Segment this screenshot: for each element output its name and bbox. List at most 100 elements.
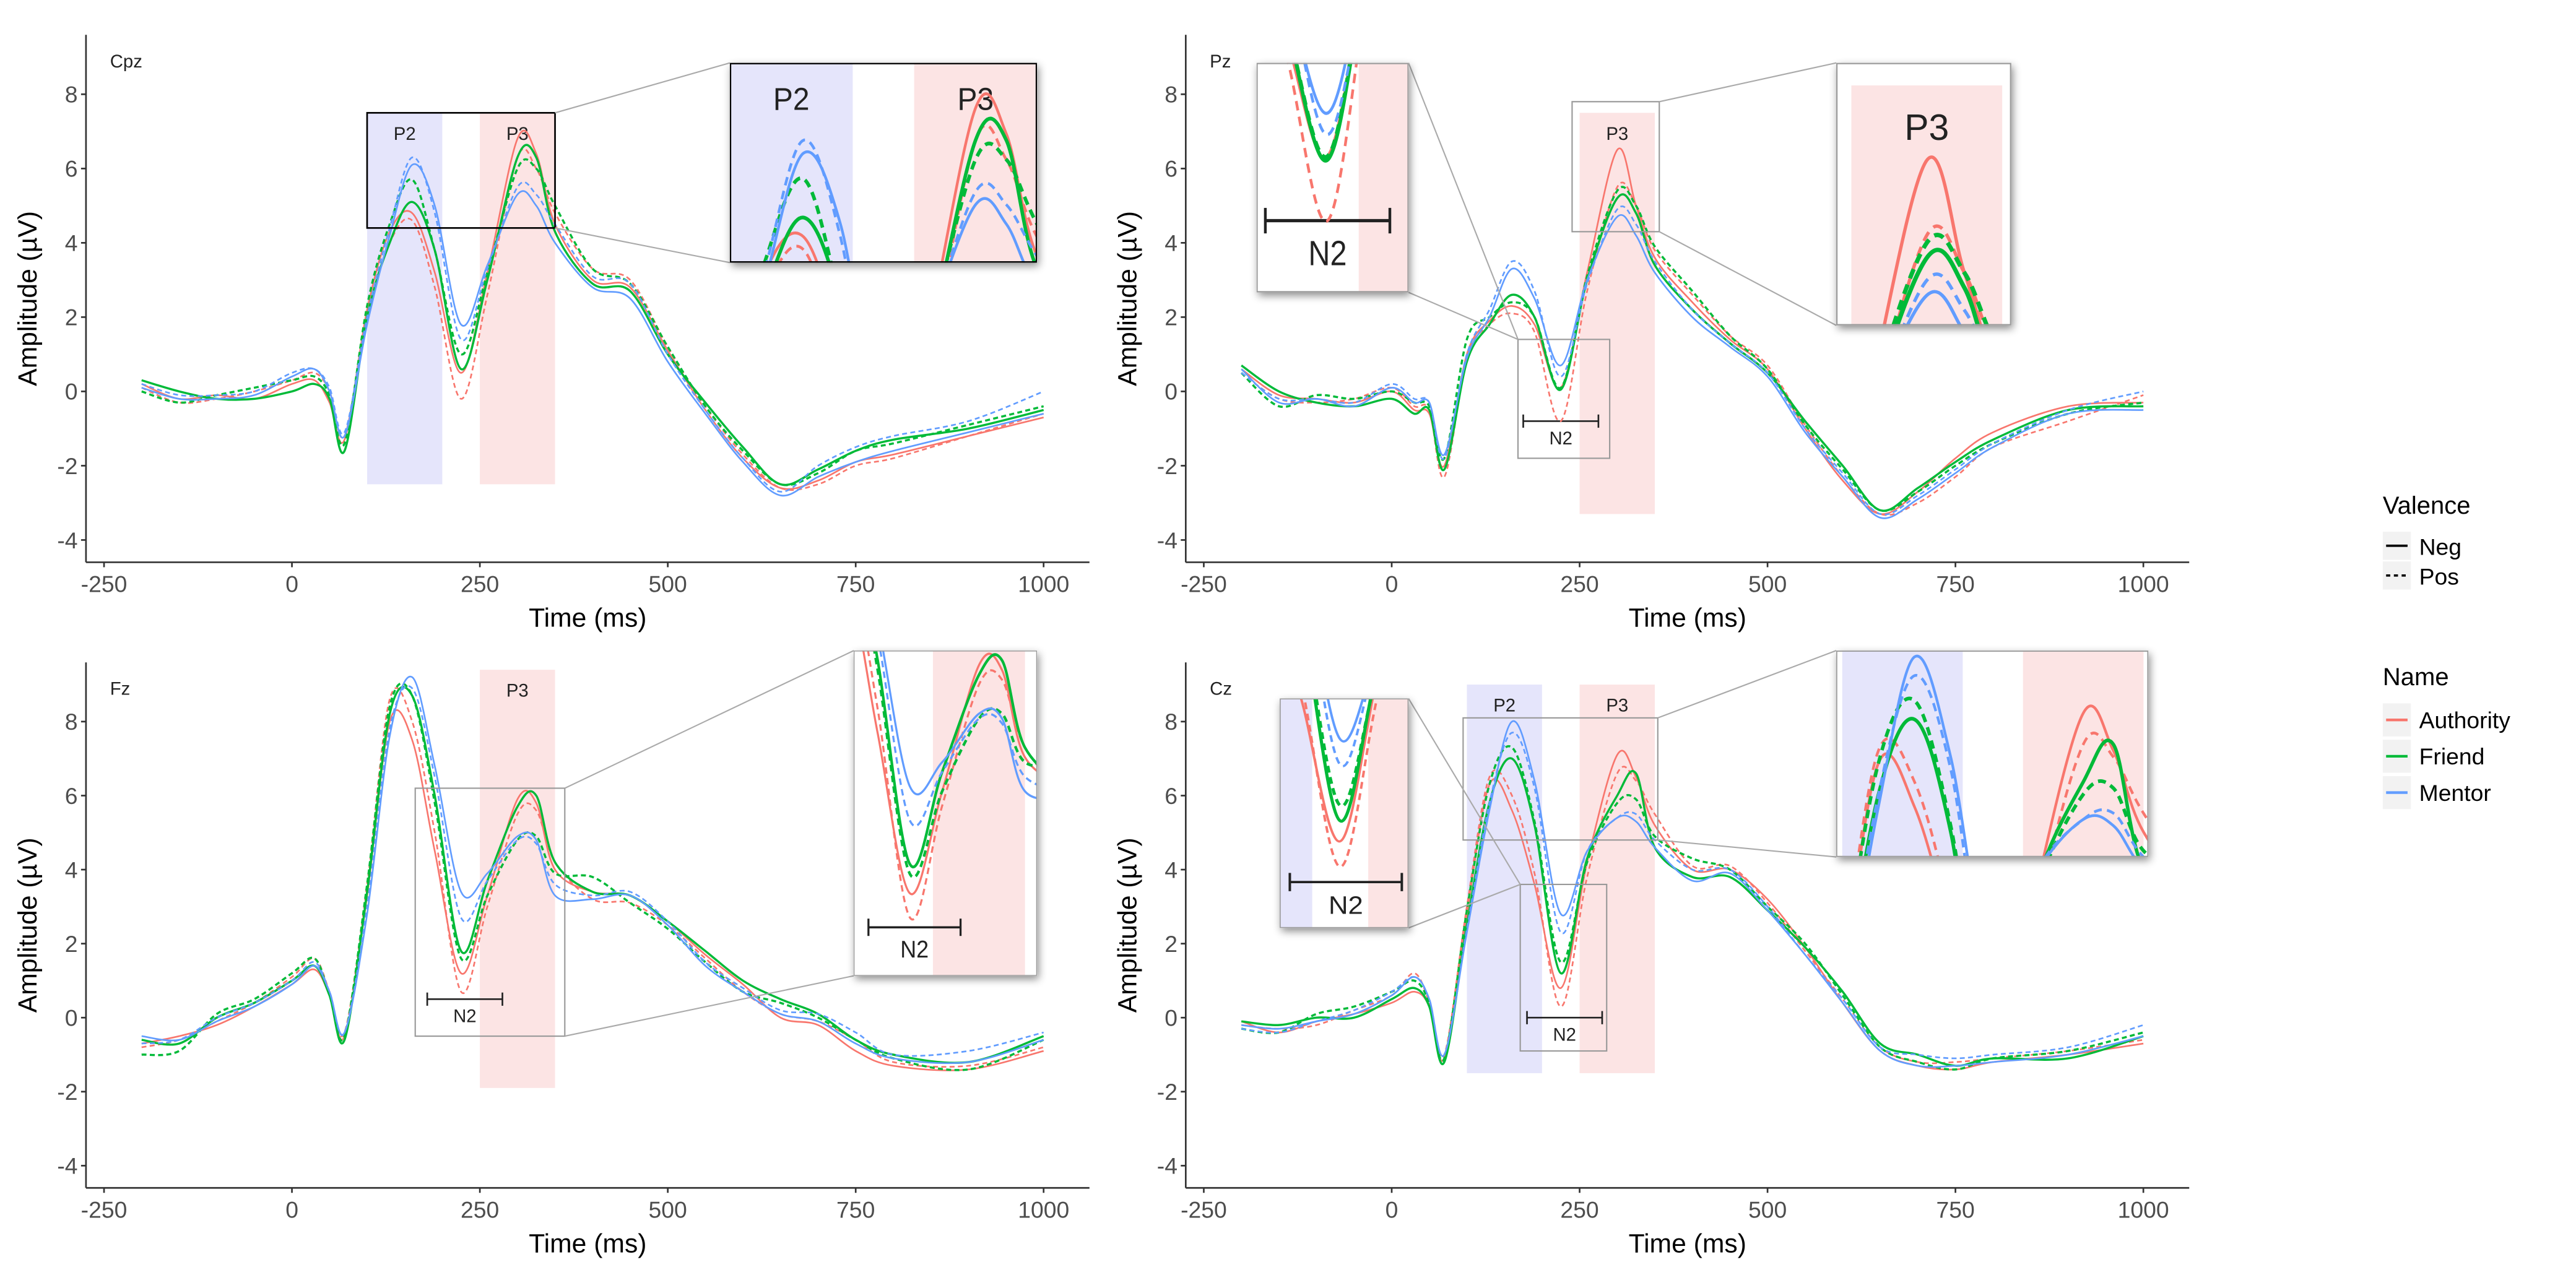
bracket-label: N2 (1549, 428, 1572, 449)
x-tick-label: 0 (1386, 571, 1399, 597)
y-tick-label: -4 (1157, 1153, 1177, 1179)
zoom-source-box (414, 787, 566, 1037)
electrode-label: Fz (110, 679, 131, 699)
zoom-connector-line (1408, 292, 1519, 340)
x-tick-label: 250 (461, 571, 499, 597)
y-tick-label: 2 (1164, 931, 1177, 957)
x-tick-label: -250 (1181, 571, 1227, 597)
x-axis-title: Time (ms) (529, 603, 646, 633)
y-tick-label: -2 (57, 1079, 77, 1105)
window-p2-shade (366, 113, 443, 485)
electrode-label: Cpz (110, 51, 142, 72)
zoom-source-box (1517, 339, 1611, 459)
zoom-connector-line (1408, 883, 1521, 929)
series-mentor-neg (141, 675, 1044, 1065)
y-tick-label: 0 (1164, 1005, 1177, 1031)
legend-label-friend: Friend (2419, 743, 2485, 769)
axes: -4 -2 0 2 4 6 8 -250 0 250 500 750 1000 Time (ms) Ampl… (13, 35, 1090, 633)
x-tick-label: -250 (81, 1196, 128, 1222)
zoom-source-box (1519, 883, 1608, 1052)
y-axis-title: Amplitude (µV) (13, 211, 43, 386)
x-tick-label: 750 (836, 1196, 875, 1222)
series-friend-pos (141, 682, 1044, 1071)
zoom-source-box (1571, 101, 1660, 233)
y-axis-title: Amplitude (µV) (1112, 837, 1142, 1013)
electrode-label: Cz (1210, 679, 1232, 699)
x-tick-label: 500 (649, 1196, 687, 1222)
electrode-label: Pz (1210, 51, 1231, 72)
axes: -4 -2 0 2 4 6 8 -250 0 250 500 750 1000 Time (ms) Ampl… (13, 662, 1090, 1258)
y-tick-label: -4 (57, 1153, 77, 1179)
window-label: P3 (506, 681, 529, 701)
x-tick-label: -250 (81, 571, 128, 597)
window-p2-shade (1467, 685, 1542, 1073)
y-tick-label: 8 (65, 709, 78, 735)
y-tick-label: 4 (1164, 230, 1177, 256)
y-tick-label: 6 (65, 156, 78, 182)
window-label: P3 (1606, 124, 1628, 144)
y-tick-label: 8 (1164, 709, 1177, 735)
y-tick-label: 2 (65, 931, 78, 957)
y-tick-label: -2 (1157, 1079, 1177, 1105)
x-axis-title: Time (ms) (1629, 603, 1746, 633)
zoom-source-box (1462, 717, 1659, 841)
legend-label-neg: Neg (2419, 534, 2461, 560)
y-tick-label: -4 (1157, 527, 1177, 553)
zoom-source-box (366, 111, 556, 229)
x-tick-label: -250 (1181, 1196, 1227, 1222)
axes: -4 -2 0 2 4 6 8 -250 0 250 500 750 1000 Time (ms) Ampl… (1112, 35, 2190, 633)
panel-fz: P3 N2 Fz -4 -2 0 2 4 6 8 -250 0 250 500 750 1000 Time (m… (13, 650, 1624, 1258)
y-tick-label: 0 (65, 379, 78, 405)
y-tick-label: 4 (1164, 857, 1177, 883)
y-axis-title: Amplitude (µV) (13, 837, 43, 1013)
x-tick-label: 750 (836, 571, 875, 597)
x-tick-label: 750 (1936, 571, 1974, 597)
legend-name-title: Name (2383, 663, 2449, 691)
series-friend-neg (1241, 757, 2144, 1067)
y-tick-label: 8 (1164, 82, 1177, 108)
x-tick-label: 0 (1386, 1196, 1399, 1222)
window-p3-shade (480, 670, 555, 1088)
y-tick-label: 4 (65, 857, 78, 883)
bracket-label: N2 (1553, 1025, 1577, 1045)
series-authority-neg (1241, 147, 2144, 515)
zoom-connector-line (1657, 839, 1837, 858)
zoom-connector-line (1408, 698, 1521, 885)
legend-name-keys: Authority Friend Mentor (2382, 703, 2511, 810)
x-axis-title: Time (ms) (529, 1229, 646, 1258)
zoom-inset (1657, 650, 2576, 858)
legend-label-authority: Authority (2419, 707, 2511, 733)
y-tick-label: 6 (65, 783, 78, 809)
zoom-inset (746, 63, 1519, 340)
y-tick-label: -2 (57, 453, 77, 479)
window-p3-shade (1579, 685, 1655, 1073)
window-label: P3 (1606, 696, 1628, 716)
axes: -4 -2 0 2 4 6 8 -250 0 250 500 750 1000 Time (ms) Ampl… (1112, 662, 2190, 1258)
plot-content: P3 N2 Pz (1210, 51, 2144, 519)
zoom-inset (817, 698, 1521, 929)
y-tick-label: 4 (65, 230, 78, 256)
y-tick-label: -2 (1157, 453, 1177, 479)
x-tick-label: 0 (285, 571, 298, 597)
x-tick-label: 1000 (1018, 1196, 1069, 1222)
x-tick-label: 500 (1748, 1196, 1787, 1222)
window-p3-shade (480, 113, 555, 485)
zoom-inset (1659, 62, 2576, 326)
y-tick-label: -4 (57, 527, 77, 553)
zoom-inset (564, 650, 1624, 1037)
zoom-connector-line (1659, 62, 1837, 103)
y-tick-label: 6 (1164, 783, 1177, 809)
zoom-connector-line (555, 227, 731, 264)
y-tick-label: 8 (65, 82, 78, 108)
y-axis-title: Amplitude (µV) (1112, 211, 1142, 386)
y-tick-label: 0 (65, 1005, 78, 1031)
window-label: P2 (394, 124, 416, 144)
x-axis-title: Time (ms) (1629, 1229, 1746, 1258)
legend-label-mentor: Mentor (2419, 780, 2491, 806)
series-mentor-pos (1241, 205, 2144, 516)
series-friend-pos (141, 158, 1044, 486)
zoom-connector-line (564, 650, 854, 789)
zoom-connector-line (1657, 650, 1837, 719)
legend-label-pos: Pos (2419, 563, 2459, 589)
